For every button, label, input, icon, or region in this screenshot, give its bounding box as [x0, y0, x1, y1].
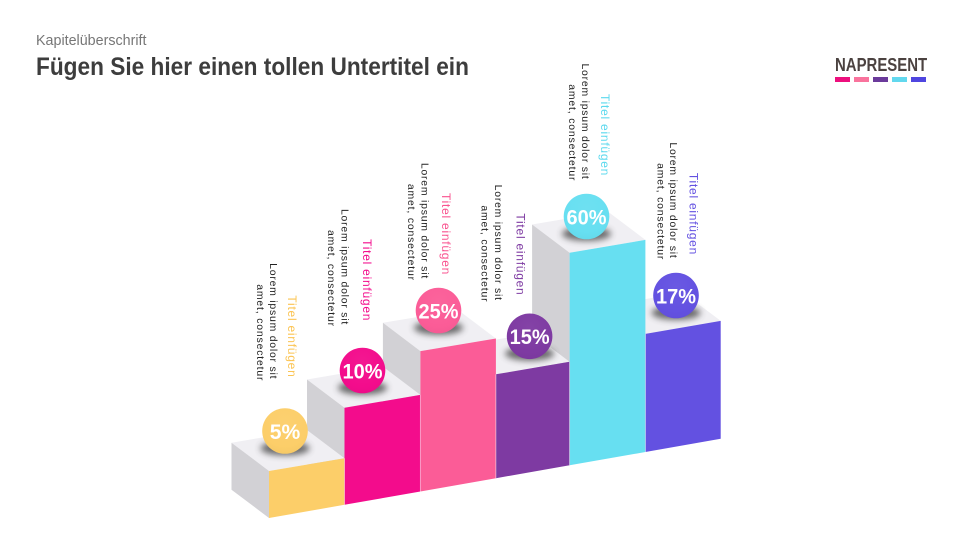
svg-text:25%: 25% — [419, 299, 459, 323]
svg-text:Titel einfügen: Titel einfügen — [285, 295, 299, 377]
svg-text:Titel einfügen: Titel einfügen — [439, 193, 453, 275]
svg-text:amet, consectetur: amet, consectetur — [325, 230, 336, 327]
svg-text:Lorem ipsum dolor sit: Lorem ipsum dolor sit — [338, 209, 349, 325]
svg-text:17%: 17% — [656, 284, 696, 308]
svg-text:Lorem ipsum dolor sit: Lorem ipsum dolor sit — [667, 142, 678, 258]
svg-text:60%: 60% — [567, 205, 607, 229]
svg-text:Titel einfügen: Titel einfügen — [598, 94, 612, 176]
svg-text:Titel einfügen: Titel einfügen — [687, 173, 701, 255]
svg-text:5%: 5% — [270, 420, 301, 444]
svg-text:amet, consectetur: amet, consectetur — [566, 84, 577, 181]
svg-text:amet, consectetur: amet, consectetur — [254, 284, 265, 381]
svg-text:Lorem ipsum dolor sit: Lorem ipsum dolor sit — [492, 185, 503, 301]
svg-text:Lorem ipsum dolor sit: Lorem ipsum dolor sit — [267, 263, 278, 379]
svg-text:Lorem ipsum dolor sit: Lorem ipsum dolor sit — [579, 63, 590, 179]
svg-text:amet, consectetur: amet, consectetur — [405, 184, 416, 281]
svg-text:amet, consectetur: amet, consectetur — [478, 205, 489, 302]
svg-text:15%: 15% — [510, 325, 550, 349]
svg-text:amet, consectetur: amet, consectetur — [654, 163, 665, 260]
svg-text:10%: 10% — [343, 359, 383, 383]
svg-text:Lorem ipsum dolor sit: Lorem ipsum dolor sit — [419, 163, 430, 279]
svg-text:Titel einfügen: Titel einfügen — [514, 213, 528, 295]
svg-text:Titel einfügen: Titel einfügen — [360, 239, 374, 321]
